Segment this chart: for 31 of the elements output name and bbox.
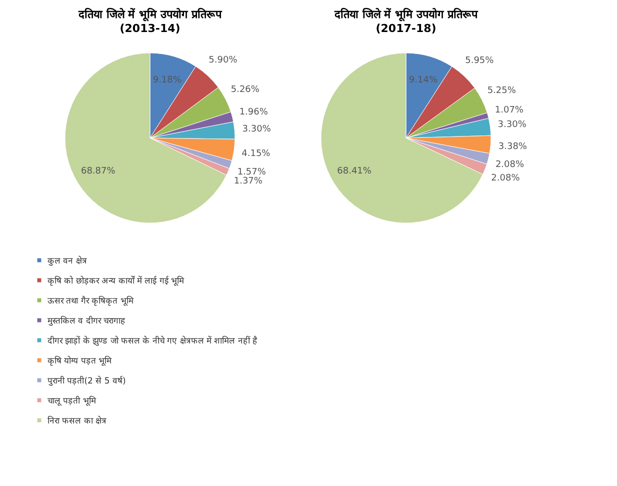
chart-title: दतिया जिले में भूमि उपयोग प्रतिरूप [77,7,223,22]
legend-label: चालू पड़ती भूमि [48,395,97,406]
data-label: 5.25% [487,86,516,96]
chart-subtitle: (2017-18) [376,22,436,35]
data-label: 1.57% [237,167,266,178]
data-label: 4.15% [242,149,271,160]
data-label: 2.08% [491,173,520,184]
legend-label: कृषि को छोड़कर अन्य कार्यों में लाई गई भूमि [48,275,186,286]
legend-label: निरा फसल का क्षेत्र [48,415,107,426]
data-label: 68.41% [337,166,372,177]
data-label: 1.37% [234,176,263,187]
data-label: 3.30% [242,124,272,134]
data-label: 1.07% [494,106,524,116]
data-label: 9.18% [152,75,182,86]
legend-label: ऊसर तथा गैर कृषिकृत भूमि [48,295,134,306]
legend-label: मुस्तकिल व दीगर चरागाह [48,315,126,326]
data-label: 3.38% [498,142,528,152]
data-label: 2.08% [495,160,524,170]
data-label: 5.26% [230,85,260,96]
legend-label: कुल वन क्षेत्र [48,255,87,266]
data-label: 5.95% [465,56,494,66]
data-label: 68.87% [80,166,116,176]
data-label: 9.14% [408,75,438,86]
chart-title: दतिया जिले में भूमि उपयोग प्रतिरूप [333,7,479,22]
legend-label: पुरानी पड़ती(2 से 5 वर्ष) [48,375,126,386]
legend-label: कृषि योग्य पड़त भूमि [48,355,113,366]
chart-subtitle: (2013-14) [120,22,180,35]
legend-label: दीगर झाड़ों के झुण्ड जो फसल के नीचे गए क्षेत्रफल में शामिल नहीं है [48,335,258,346]
data-label: 5.90% [208,56,238,66]
data-label: 1.96% [239,107,268,118]
data-label: 3.30% [498,120,527,130]
